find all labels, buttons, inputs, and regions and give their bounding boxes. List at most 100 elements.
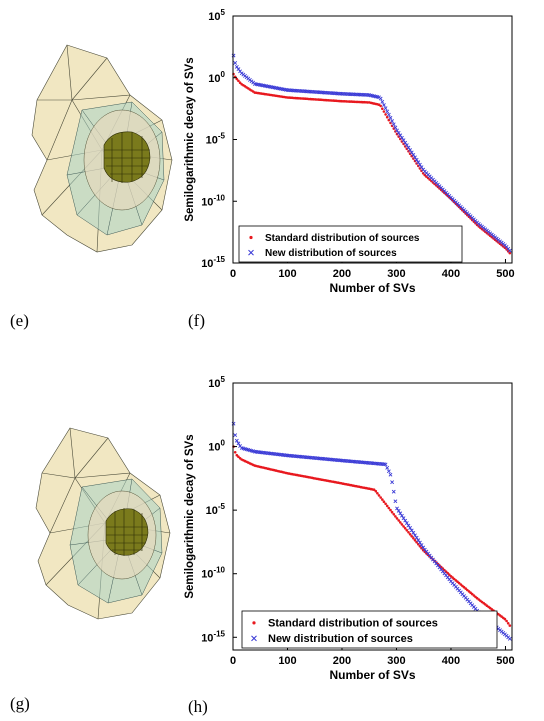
point (390, 480, 395, 485)
point (408, 533, 412, 536)
point (385, 109, 390, 114)
point (416, 538, 421, 543)
x-tick-label: 500 (496, 268, 514, 280)
point (391, 122, 396, 127)
y-axis-label: Semilogarithmic decay of SVs (184, 57, 196, 221)
point (395, 517, 399, 520)
point (409, 150, 414, 155)
point (395, 506, 399, 511)
point (382, 500, 386, 504)
point (400, 135, 404, 140)
legend-label: New distribution of sources (265, 248, 397, 259)
point (400, 523, 404, 526)
point (508, 624, 512, 627)
point (390, 119, 395, 123)
point (417, 162, 422, 167)
series-new (231, 53, 512, 253)
point (400, 513, 404, 518)
point (382, 103, 386, 107)
point (505, 619, 508, 623)
point (386, 469, 391, 474)
point (233, 451, 237, 454)
point (379, 104, 383, 108)
y-tick-label: 10-5 (206, 132, 226, 147)
plot-frame (232, 382, 513, 651)
point (417, 540, 422, 545)
x-tick-label: 300 (387, 268, 405, 280)
point (413, 539, 417, 542)
mesh-core (105, 508, 149, 556)
point (384, 113, 387, 116)
point (448, 573, 451, 576)
series-standard (232, 445, 512, 627)
point (398, 511, 403, 516)
point (392, 513, 396, 516)
data-points (231, 421, 512, 641)
point (379, 496, 383, 499)
panel-label-h: (h) (188, 697, 208, 716)
y-tick-label: 100 (208, 439, 225, 454)
point (390, 510, 394, 514)
point (406, 523, 411, 528)
y-tick-label: 105 (208, 375, 225, 390)
point (395, 128, 399, 133)
legend-marker-new (248, 249, 254, 256)
mesh-figure-e (31, 44, 173, 253)
y-tick-label: 100 (208, 70, 225, 85)
point (402, 525, 405, 528)
point (385, 504, 389, 508)
x-tick-label: 400 (442, 268, 460, 280)
point (409, 528, 414, 533)
point (507, 636, 512, 641)
point (381, 498, 384, 501)
point (405, 529, 409, 532)
point (396, 508, 401, 513)
point (398, 133, 403, 138)
x-tick-label: 200 (333, 268, 351, 280)
point (403, 527, 407, 530)
point (235, 77, 239, 81)
point (236, 441, 241, 446)
legend-label: New distribution of sources (268, 633, 413, 645)
point (401, 516, 406, 521)
point (506, 622, 510, 625)
point (387, 506, 391, 510)
point (399, 521, 402, 524)
x-tick-label: 0 (230, 655, 236, 667)
point (393, 499, 398, 504)
point (401, 138, 406, 143)
x-tick-label: 200 (333, 655, 351, 667)
point (396, 130, 401, 135)
point (234, 438, 239, 443)
point (408, 148, 413, 152)
y-tick-label: 10-15 (201, 255, 225, 270)
x-tick-label: 300 (387, 655, 405, 667)
point (414, 157, 419, 162)
point (419, 165, 424, 170)
y-tick-label: 105 (208, 8, 225, 23)
point (384, 502, 387, 506)
y-tick-label: 10-10 (201, 193, 225, 208)
point (412, 537, 415, 540)
point (372, 488, 376, 492)
x-axis-label: Number of SVs (329, 281, 415, 295)
point (507, 248, 512, 253)
point (388, 115, 393, 120)
point (388, 472, 393, 477)
point (394, 130, 397, 133)
legend-label: Standard distribution of sources (268, 617, 438, 629)
x-tick-label: 0 (230, 268, 236, 280)
point (391, 489, 396, 494)
y-axis-label: Semilogarithmic decay of SVs (184, 434, 196, 598)
legend-marker-standard (252, 621, 256, 625)
point (413, 533, 417, 538)
x-tick-label: 500 (496, 655, 514, 667)
point (385, 465, 390, 470)
point (419, 543, 424, 547)
point (416, 160, 421, 165)
data-points (231, 53, 512, 255)
x-tick-label: 400 (442, 655, 460, 667)
point (374, 489, 378, 493)
point (378, 96, 383, 101)
legend-marker-standard (249, 235, 253, 240)
